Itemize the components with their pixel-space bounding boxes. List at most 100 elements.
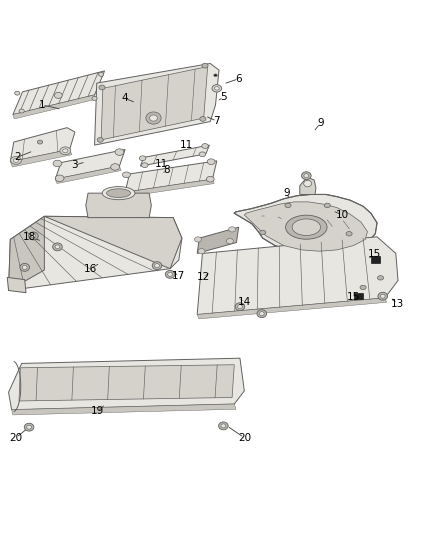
Ellipse shape xyxy=(99,72,104,76)
Polygon shape xyxy=(300,177,316,195)
Polygon shape xyxy=(125,161,217,192)
Text: 15: 15 xyxy=(347,292,360,302)
Ellipse shape xyxy=(24,423,34,431)
Ellipse shape xyxy=(28,232,38,240)
Polygon shape xyxy=(11,128,75,161)
Polygon shape xyxy=(9,216,182,290)
Polygon shape xyxy=(141,145,209,166)
Polygon shape xyxy=(234,195,377,253)
Text: 18: 18 xyxy=(22,232,36,242)
Text: 6: 6 xyxy=(235,74,242,84)
Polygon shape xyxy=(19,365,234,401)
Ellipse shape xyxy=(13,158,18,163)
Bar xyxy=(371,256,380,263)
Polygon shape xyxy=(55,149,125,179)
Polygon shape xyxy=(244,202,367,251)
Text: 5: 5 xyxy=(220,92,227,102)
Ellipse shape xyxy=(346,231,352,236)
Text: 15: 15 xyxy=(367,249,381,259)
Ellipse shape xyxy=(198,248,205,254)
Polygon shape xyxy=(13,95,96,119)
Text: 3: 3 xyxy=(71,160,78,170)
Text: 14: 14 xyxy=(238,297,251,308)
Polygon shape xyxy=(86,193,151,217)
Ellipse shape xyxy=(194,237,201,242)
Ellipse shape xyxy=(14,91,20,95)
Ellipse shape xyxy=(260,230,266,235)
Text: 13: 13 xyxy=(391,298,404,309)
Polygon shape xyxy=(101,67,208,140)
Ellipse shape xyxy=(20,263,29,271)
Ellipse shape xyxy=(229,227,236,232)
Ellipse shape xyxy=(215,87,219,90)
Ellipse shape xyxy=(139,156,146,160)
Ellipse shape xyxy=(226,239,233,244)
Ellipse shape xyxy=(360,285,366,289)
Text: 20: 20 xyxy=(9,433,22,442)
Ellipse shape xyxy=(31,234,36,238)
Ellipse shape xyxy=(11,157,21,164)
Ellipse shape xyxy=(286,215,327,239)
Ellipse shape xyxy=(99,85,105,90)
Ellipse shape xyxy=(165,270,175,278)
Polygon shape xyxy=(55,166,121,183)
Ellipse shape xyxy=(380,294,385,298)
Polygon shape xyxy=(11,149,72,167)
Text: 9: 9 xyxy=(317,118,324,128)
Polygon shape xyxy=(7,277,26,293)
Polygon shape xyxy=(9,216,44,290)
Ellipse shape xyxy=(285,203,291,207)
Ellipse shape xyxy=(115,149,124,156)
Ellipse shape xyxy=(152,262,162,270)
Ellipse shape xyxy=(22,265,27,269)
Polygon shape xyxy=(125,179,214,197)
Ellipse shape xyxy=(292,219,321,236)
Ellipse shape xyxy=(150,115,157,121)
Ellipse shape xyxy=(324,203,330,207)
Ellipse shape xyxy=(60,147,71,155)
Ellipse shape xyxy=(257,310,267,318)
Text: 12: 12 xyxy=(197,272,210,282)
Ellipse shape xyxy=(53,160,62,167)
Ellipse shape xyxy=(206,176,214,182)
Ellipse shape xyxy=(259,312,264,316)
Polygon shape xyxy=(9,358,244,410)
Ellipse shape xyxy=(237,305,242,309)
Text: 8: 8 xyxy=(163,165,170,175)
Ellipse shape xyxy=(301,172,311,180)
Ellipse shape xyxy=(141,163,148,167)
Ellipse shape xyxy=(304,174,309,177)
Text: 11: 11 xyxy=(180,140,193,150)
Ellipse shape xyxy=(63,149,68,153)
Ellipse shape xyxy=(97,138,103,142)
Polygon shape xyxy=(197,237,398,314)
Ellipse shape xyxy=(219,422,228,430)
Polygon shape xyxy=(44,216,182,269)
Ellipse shape xyxy=(168,272,173,276)
Ellipse shape xyxy=(102,187,135,200)
Ellipse shape xyxy=(55,175,64,182)
Text: 10: 10 xyxy=(336,210,349,220)
Ellipse shape xyxy=(53,243,62,251)
Ellipse shape xyxy=(304,180,311,187)
Ellipse shape xyxy=(27,425,32,429)
Ellipse shape xyxy=(92,96,97,100)
Ellipse shape xyxy=(207,159,215,165)
Ellipse shape xyxy=(378,276,384,280)
Polygon shape xyxy=(95,63,219,145)
Ellipse shape xyxy=(19,109,24,113)
Ellipse shape xyxy=(221,424,226,428)
Text: 7: 7 xyxy=(213,116,220,126)
Polygon shape xyxy=(13,71,105,115)
Text: 17: 17 xyxy=(172,271,185,281)
Ellipse shape xyxy=(55,245,60,249)
Ellipse shape xyxy=(200,117,206,122)
Ellipse shape xyxy=(202,63,208,68)
Ellipse shape xyxy=(54,92,62,99)
Bar xyxy=(354,293,363,299)
Polygon shape xyxy=(197,227,239,253)
Ellipse shape xyxy=(212,85,222,92)
Ellipse shape xyxy=(235,303,245,311)
Text: 11: 11 xyxy=(155,159,168,169)
Ellipse shape xyxy=(202,143,208,148)
